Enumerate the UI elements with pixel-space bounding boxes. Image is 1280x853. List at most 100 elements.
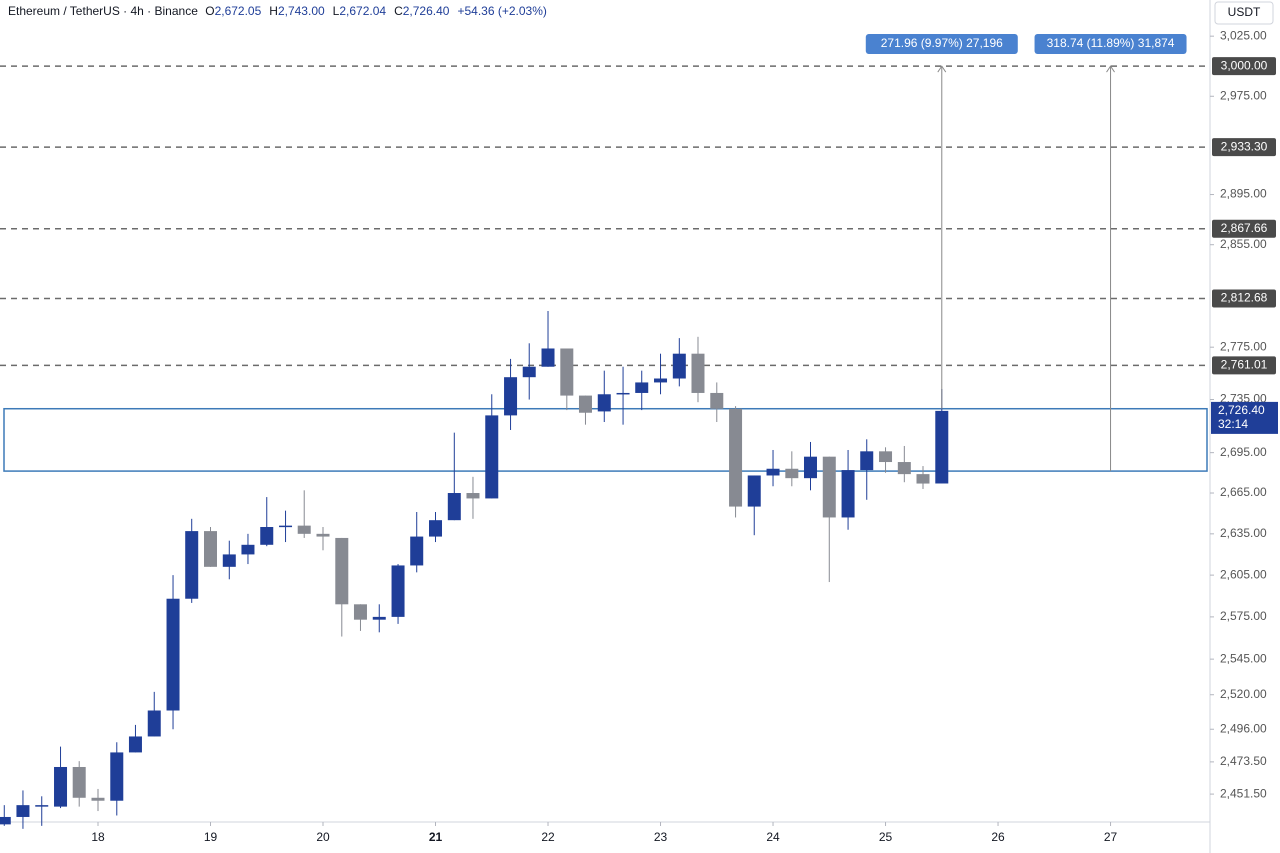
candle-body [841,470,855,518]
candle-body [260,527,274,545]
level-label: 2,867.66 [1221,221,1268,235]
ohlc-key: L [332,4,340,18]
candle-body [54,766,68,807]
candle-body [504,377,518,416]
x-tick-label: 22 [541,830,555,844]
y-tick-label: 2,605.00 [1220,567,1267,581]
ohlc-item: L2,672.04 [333,4,390,18]
header: Ethereum / TetherUS · 4h · Binance O2,67… [8,4,551,18]
level-label: 2,933.30 [1221,139,1268,153]
candle-body [147,710,161,737]
candle-body [578,395,592,413]
x-tick-label: 20 [316,830,330,844]
candle-body [635,382,649,393]
measure-label: 318.74 (11.89%) 31,874 [1047,36,1175,50]
candle-body [128,736,142,753]
zone-box [3,407,1208,472]
candle-body [353,604,367,620]
candle-body [597,394,611,412]
candle-body [860,451,874,471]
candle-body [316,533,330,537]
level-label-box [1212,289,1276,308]
measure-label: 271.96 (9.97%) 27,196 [881,36,1003,50]
y-tick-label: 2,575.00 [1220,609,1267,623]
candle-body [729,408,743,507]
candle-body [279,525,293,528]
candle-body [72,766,86,798]
candle-body [185,531,199,599]
x-tick-label: 19 [204,830,218,844]
ohlc-item: H2,743.00 [269,4,328,18]
candle-body [0,816,11,825]
candle-body [897,462,911,475]
candle-body [522,366,536,378]
x-tick-label: 23 [654,830,668,844]
y-tick-label: 2,895.00 [1220,187,1267,201]
ohlc-value: 2,726.40 [402,4,450,18]
last-price-box [1211,401,1278,434]
candle-body [710,392,724,409]
ohlc-value: 2,672.05 [214,4,262,18]
x-tick-label: 27 [1104,830,1118,844]
y-tick-label: 2,473.50 [1220,754,1267,768]
y-tick-label: 3,025.00 [1220,28,1267,42]
y-tick-label: 2,496.00 [1220,721,1267,735]
y-tick-label: 2,520.00 [1220,687,1267,701]
x-tick-label: 18 [91,830,105,844]
candle-body [879,451,893,463]
candle-body [616,392,630,395]
candle-body [766,468,780,476]
ohlc-key: H [269,4,278,18]
candle-body [935,410,949,484]
candle-body [166,598,180,711]
candle-body [222,554,236,567]
candle-body [429,520,443,537]
y-tick-label: 2,975.00 [1220,88,1267,102]
y-tick-label: 2,855.00 [1220,237,1267,251]
measure-arrowhead [937,65,947,73]
candle-body [203,531,217,567]
ohlc-value: 2,743.00 [277,4,325,18]
candle-body [485,415,499,499]
ohlc-item: O2,672.05 [205,4,265,18]
candle-body [691,353,705,393]
candle-body [91,797,105,801]
ohlc-key: O [205,4,215,18]
candle-body [672,353,686,379]
y-tick-label: 2,695.00 [1220,445,1267,459]
candle-body [297,525,311,534]
y-tick-label: 2,775.00 [1220,339,1267,353]
currency-button[interactable] [1214,1,1274,25]
currency[interactable]: USDT [1228,5,1261,19]
ohlc-value: 2,672.04 [339,4,387,18]
candle-body [447,493,461,521]
level-label-box [1212,356,1276,375]
measure-arrowhead [1106,65,1115,73]
level-label-box [1212,219,1276,238]
candle-body [110,752,124,801]
level-label-box [1212,138,1276,157]
candle-body [822,456,836,518]
symbol: Ethereum / TetherUS · 4h · Binance [8,4,198,18]
x-tick-label: 25 [879,830,893,844]
countdown: 32:14 [1218,417,1248,431]
candle-body [372,616,386,620]
candle-body [35,805,49,807]
candle-body [241,544,255,555]
y-tick-label: 2,545.00 [1220,651,1267,665]
candle-body [466,493,480,499]
change: +54.36 (+2.03%) [457,4,547,18]
y-tick-label: 2,665.00 [1220,485,1267,499]
level-label-box [1212,57,1276,76]
ohlc-key: C [394,4,403,18]
candle-body [335,537,349,605]
x-tick-label: 21 [429,830,443,844]
candle-body [803,456,817,479]
level-label: 2,761.01 [1221,358,1268,372]
candle-body [410,536,424,566]
candle-body [747,475,761,507]
x-tick-label: 24 [766,830,780,844]
candle-body [560,348,574,396]
measure-label-box [865,34,1018,54]
candle-body [654,378,668,383]
